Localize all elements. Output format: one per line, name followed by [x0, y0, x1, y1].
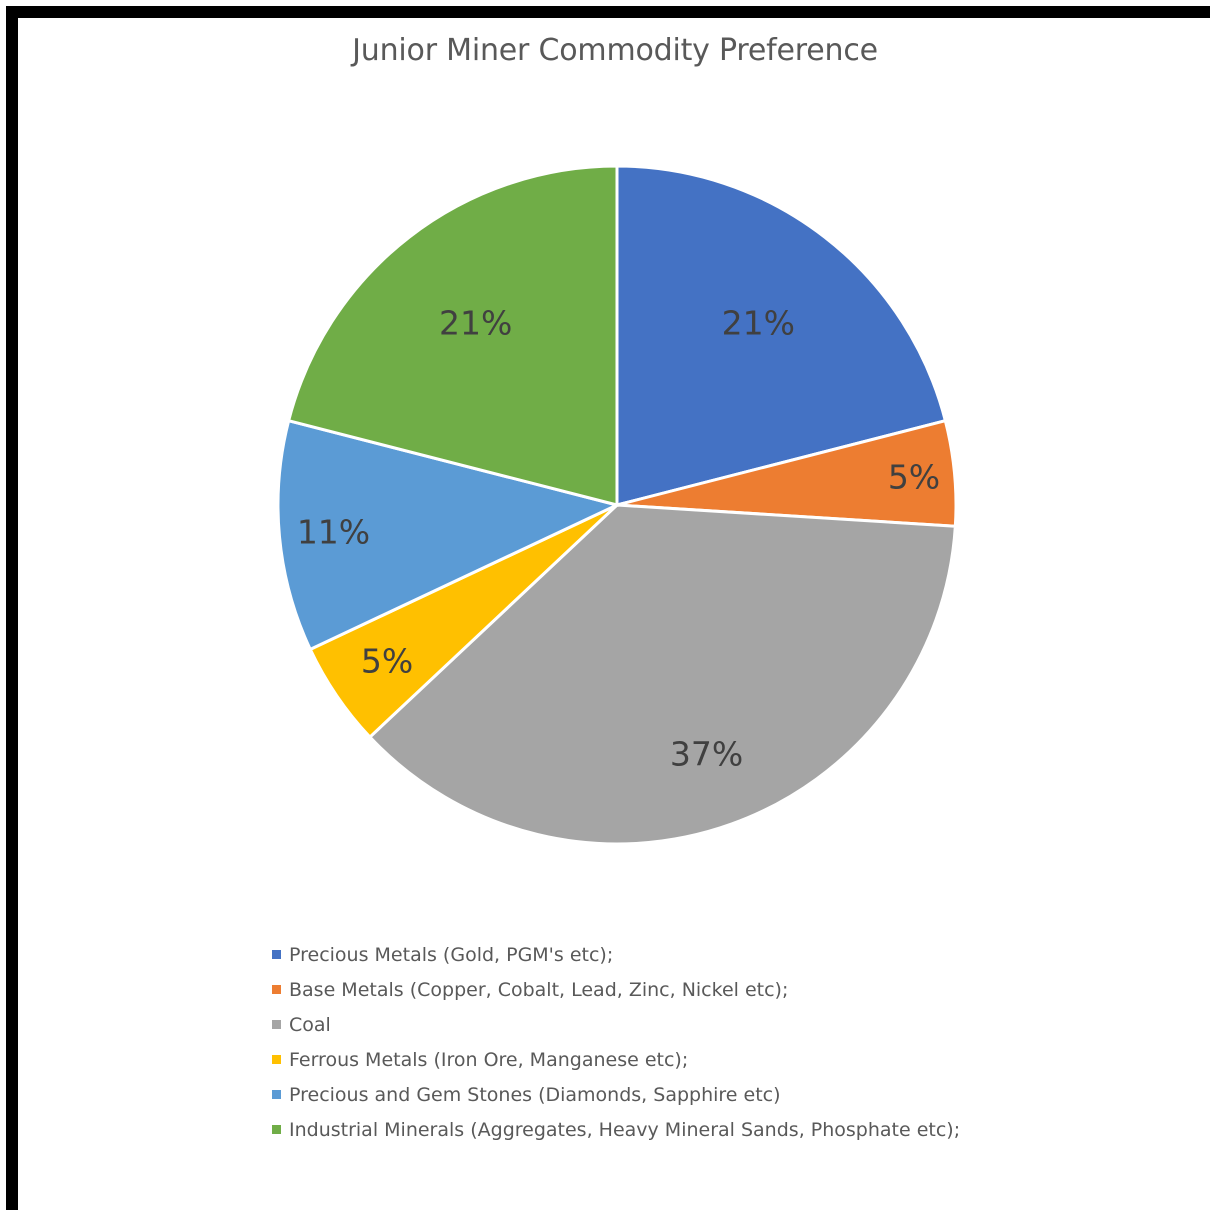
legend-label: Industrial Minerals (Aggregates, Heavy M…: [289, 1118, 961, 1141]
legend-item: Ferrous Metals (Iron Ore, Manganese etc)…: [272, 1042, 960, 1077]
slice-data-label: 21%: [439, 303, 512, 342]
slice-data-label: 37%: [670, 734, 743, 773]
pie-labels: 21% 5% 37% 5% 11% 21%: [297, 303, 940, 773]
legend-swatch: [272, 1125, 281, 1134]
chart-title: Junior Miner Commodity Preference: [352, 33, 878, 68]
legend-item: Industrial Minerals (Aggregates, Heavy M…: [272, 1112, 960, 1147]
legend-swatch: [272, 1055, 281, 1064]
slice-data-label: 21%: [722, 303, 795, 342]
legend-swatch: [272, 985, 281, 994]
legend-swatch: [272, 1020, 281, 1029]
legend-item: Precious Metals (Gold, PGM's etc);: [272, 937, 960, 972]
slice-data-label: 11%: [297, 512, 370, 551]
legend-label: Precious and Gem Stones (Diamonds, Sapph…: [289, 1083, 781, 1106]
legend-label: Coal: [289, 1013, 331, 1036]
legend-item: Precious and Gem Stones (Diamonds, Sapph…: [272, 1077, 960, 1112]
legend-item: Coal: [272, 1007, 960, 1042]
pie-slices: [276, 164, 958, 846]
pie-slice: [615, 164, 948, 507]
legend-label: Precious Metals (Gold, PGM's etc);: [289, 943, 614, 966]
slice-data-label: 5%: [888, 457, 940, 496]
chart-legend: Precious Metals (Gold, PGM's etc); Base M…: [272, 937, 960, 1147]
pie-slice: [286, 164, 619, 507]
legend-label: Ferrous Metals (Iron Ore, Manganese etc)…: [289, 1048, 689, 1071]
pie-slice: [367, 503, 957, 846]
pie-slice: [276, 418, 622, 652]
legend-item: Base Metals (Copper, Cobalt, Lead, Zinc,…: [272, 972, 960, 1007]
legend-swatch: [272, 950, 281, 959]
slice-data-label: 5%: [361, 642, 413, 681]
legend-label: Base Metals (Copper, Cobalt, Lead, Zinc,…: [289, 978, 789, 1001]
legend-swatch: [272, 1090, 281, 1099]
